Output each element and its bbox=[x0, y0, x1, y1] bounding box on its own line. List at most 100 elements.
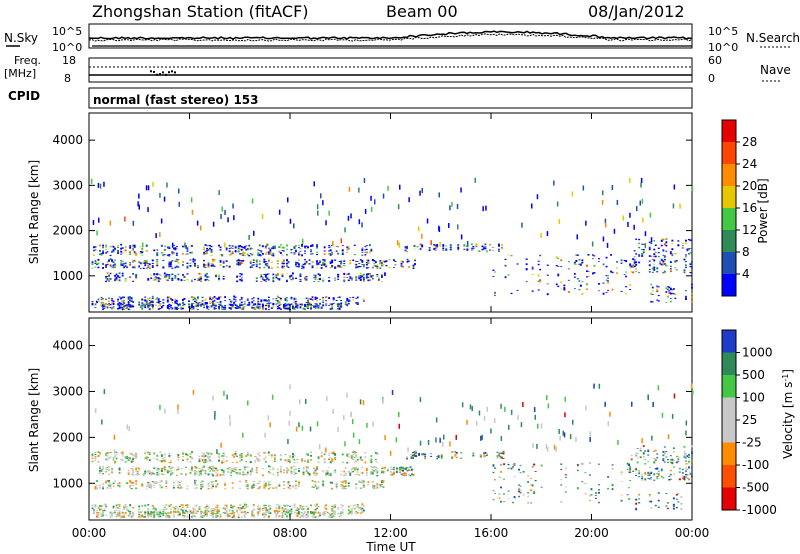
data-cell bbox=[252, 504, 255, 506]
data-cell bbox=[281, 254, 284, 256]
scatter-cell bbox=[316, 421, 319, 427]
data-cell bbox=[148, 452, 151, 454]
data-cell bbox=[428, 249, 431, 252]
data-cell bbox=[313, 510, 315, 512]
data-cell bbox=[218, 510, 220, 512]
data-cell bbox=[172, 481, 175, 484]
data-cell bbox=[347, 453, 350, 455]
data-cell bbox=[239, 472, 242, 473]
data-cell bbox=[91, 507, 94, 510]
data-cell bbox=[298, 265, 300, 267]
data-cell bbox=[304, 245, 306, 248]
data-cell bbox=[289, 455, 291, 458]
scatter-cell bbox=[344, 441, 346, 447]
scatter-cell bbox=[325, 220, 327, 226]
scatter-cell bbox=[212, 221, 215, 227]
data-cell bbox=[325, 504, 328, 507]
scatter-cell bbox=[647, 394, 649, 400]
data-cell bbox=[210, 452, 213, 455]
scatter-cell bbox=[546, 395, 548, 401]
data-cell bbox=[97, 260, 100, 262]
data-cell bbox=[254, 308, 257, 310]
data-cell bbox=[139, 246, 142, 248]
data-cell bbox=[365, 474, 368, 476]
data-cell bbox=[648, 246, 651, 248]
data-cell bbox=[117, 304, 119, 306]
data-cell bbox=[337, 275, 340, 278]
data-cell bbox=[346, 251, 349, 253]
data-cell bbox=[365, 263, 368, 266]
data-cell bbox=[638, 242, 641, 245]
data-cell bbox=[102, 483, 104, 485]
data-cell bbox=[654, 460, 657, 462]
data-cell bbox=[162, 458, 165, 460]
data-cell bbox=[289, 275, 291, 278]
data-cell bbox=[355, 507, 358, 509]
data-cell bbox=[314, 304, 317, 306]
data-cell bbox=[666, 461, 669, 463]
data-cell bbox=[151, 301, 154, 304]
data-cell bbox=[234, 453, 237, 456]
data-cell bbox=[371, 274, 374, 277]
data-cell bbox=[560, 266, 563, 268]
data-cell bbox=[261, 512, 264, 514]
data-cell bbox=[319, 512, 321, 514]
data-cell bbox=[537, 260, 540, 262]
data-cell bbox=[311, 265, 314, 268]
data-cell bbox=[108, 303, 110, 304]
data-cell bbox=[353, 254, 356, 256]
scatter-cell bbox=[190, 197, 193, 203]
scatter-cell bbox=[358, 219, 361, 225]
data-cell bbox=[198, 458, 201, 460]
data-cell bbox=[233, 303, 236, 305]
data-cell bbox=[154, 509, 157, 511]
data-cell bbox=[359, 278, 362, 280]
data-cell bbox=[153, 515, 156, 517]
data-cell bbox=[387, 469, 389, 472]
data-cell bbox=[242, 253, 245, 255]
data-cell bbox=[278, 246, 281, 248]
data-cell bbox=[605, 256, 608, 259]
data-cell bbox=[295, 250, 297, 253]
data-cell bbox=[123, 506, 126, 509]
data-cell bbox=[115, 504, 118, 507]
data-cell bbox=[305, 506, 308, 508]
data-cell bbox=[124, 248, 127, 251]
scatter-cell bbox=[132, 220, 135, 226]
data-cell bbox=[182, 274, 184, 276]
data-cell bbox=[669, 455, 672, 457]
data-cell bbox=[620, 499, 623, 502]
data-cell bbox=[144, 513, 147, 515]
data-cell bbox=[677, 460, 680, 462]
data-cell bbox=[233, 505, 236, 507]
data-cell bbox=[307, 307, 309, 309]
data-cell bbox=[311, 261, 314, 263]
data-cell bbox=[249, 461, 252, 464]
data-cell bbox=[249, 456, 252, 458]
data-cell bbox=[442, 244, 445, 246]
data-cell bbox=[364, 251, 367, 253]
data-cell bbox=[304, 276, 306, 279]
data-cell bbox=[665, 505, 668, 507]
data-cell bbox=[675, 507, 678, 509]
data-cell bbox=[132, 471, 135, 474]
data-cell bbox=[283, 509, 285, 511]
data-cell bbox=[216, 507, 219, 509]
data-cell bbox=[313, 274, 315, 276]
data-cell bbox=[159, 303, 162, 305]
data-cell bbox=[349, 261, 352, 263]
data-cell bbox=[159, 304, 162, 307]
data-cell bbox=[657, 474, 660, 477]
scatter-cell bbox=[348, 186, 351, 192]
data-cell bbox=[151, 307, 154, 310]
data-cell bbox=[94, 452, 97, 453]
data-cell bbox=[686, 477, 689, 479]
data-cell bbox=[610, 254, 612, 256]
data-cell bbox=[293, 503, 296, 506]
data-cell bbox=[150, 277, 153, 279]
data-cell bbox=[355, 455, 358, 457]
data-cell bbox=[625, 293, 628, 295]
scatter-cell bbox=[163, 196, 166, 202]
data-cell bbox=[356, 302, 359, 305]
data-cell bbox=[533, 490, 536, 493]
